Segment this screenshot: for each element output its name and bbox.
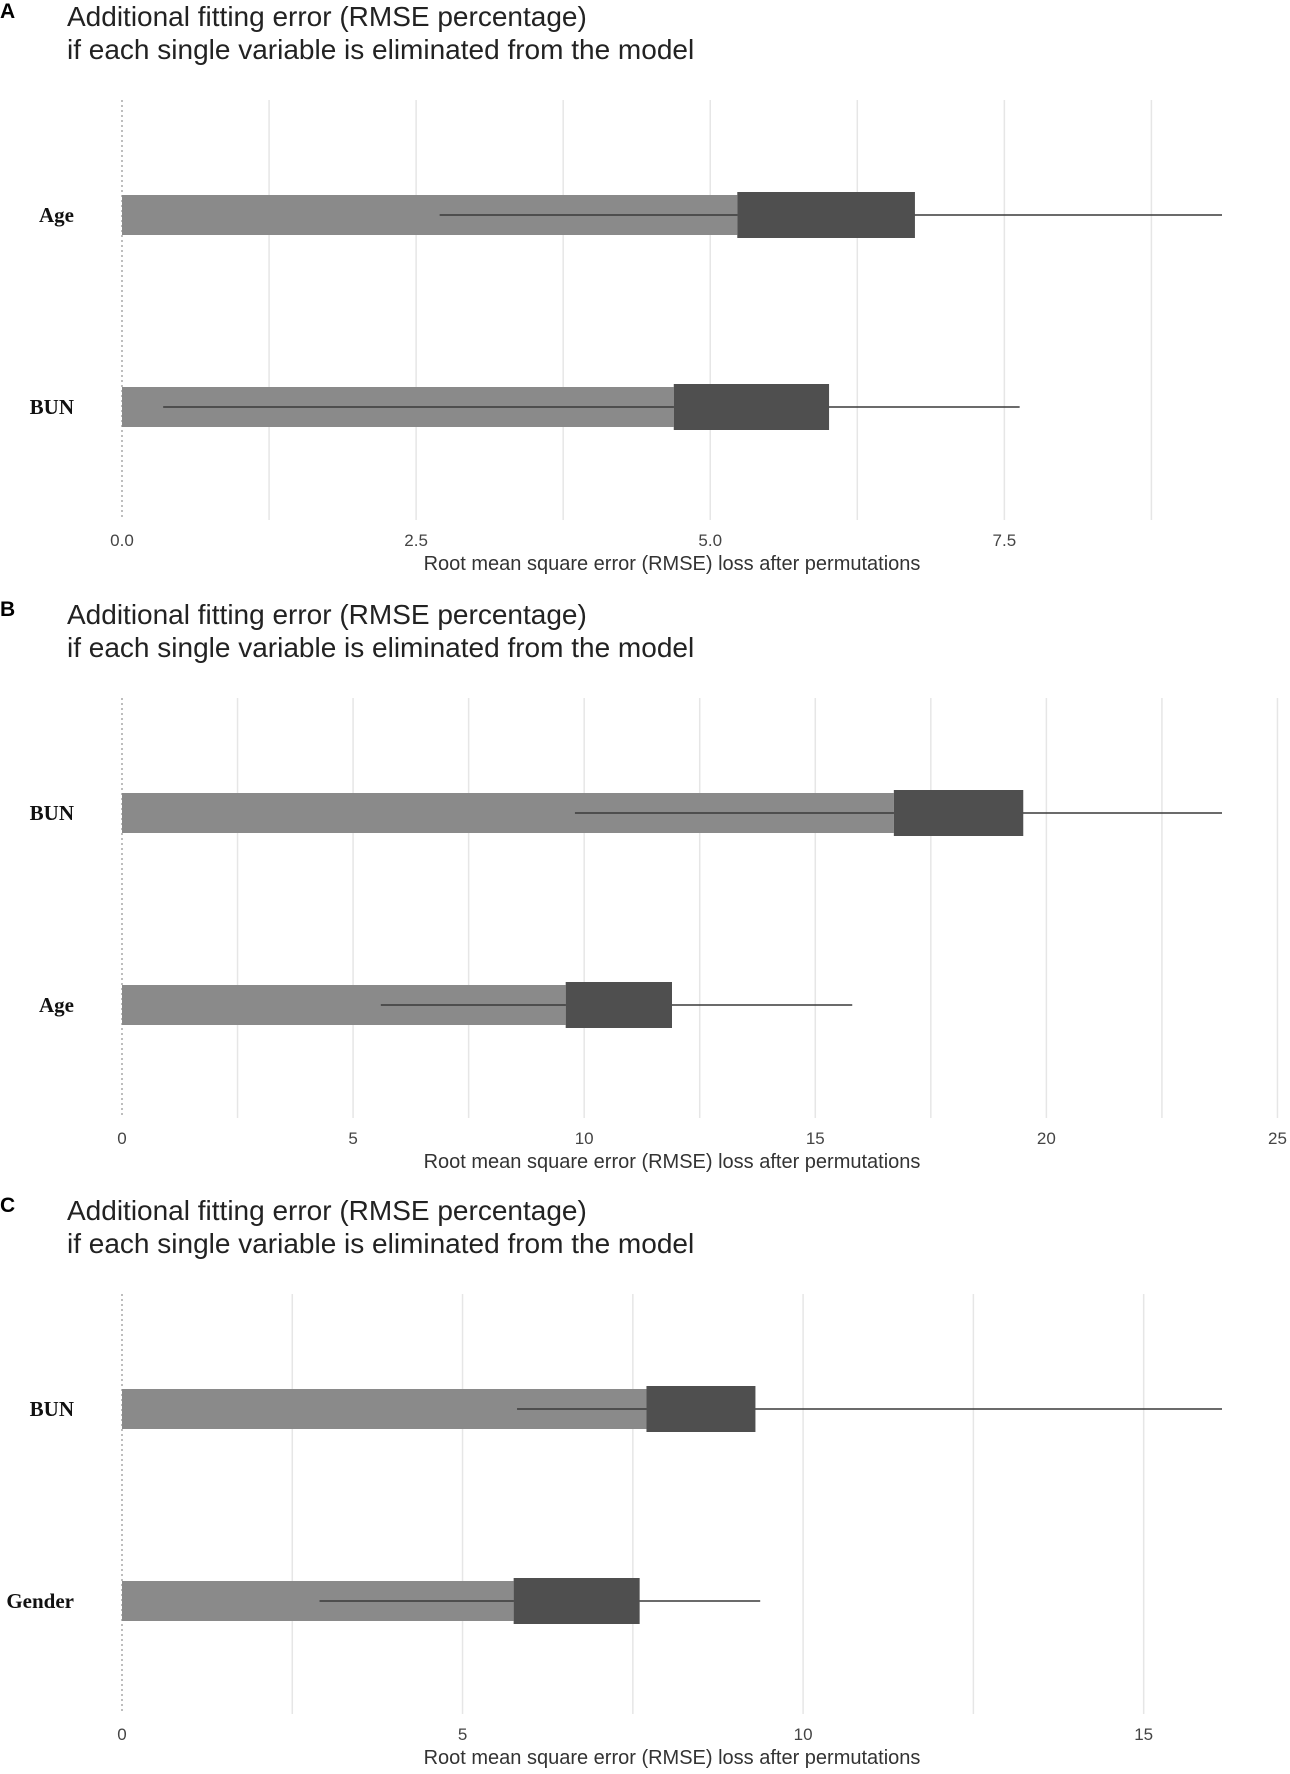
panel-title: Additional fitting error (RMSE percentag…	[67, 598, 694, 664]
box-bun	[673, 384, 830, 430]
x-tick-label: 0.0	[110, 531, 134, 550]
box-age	[565, 982, 672, 1028]
x-tick-label: 10	[575, 1129, 594, 1148]
panel-title-line2: if each single variable is eliminated fr…	[67, 34, 695, 65]
chart-b: BUN Age 0 5 10 15 20 25 Root mean square error (…	[30, 698, 1287, 1173]
x-tick-label: 10	[794, 1725, 813, 1744]
x-tick-label: 0	[117, 1725, 126, 1744]
variable-label: BUN	[30, 395, 74, 419]
box-gender	[513, 1578, 640, 1624]
x-axis-title: Root mean square error (RMSE) loss after…	[424, 553, 921, 575]
box-bun	[893, 790, 1024, 836]
variable-label: BUN	[30, 1397, 74, 1421]
chart-c: BUN Gender 0 5 10 15 Root mean square error (R…	[6, 1294, 1222, 1769]
variable-label: BUN	[30, 801, 74, 825]
x-tick-label: 0	[117, 1129, 126, 1148]
panel-title-line1: Additional fitting error (RMSE percentag…	[67, 599, 587, 630]
x-tick-label: 5	[348, 1129, 357, 1148]
panel-title: Additional fitting error (RMSE percentag…	[67, 1194, 694, 1260]
panel-title-line2: if each single variable is eliminated fr…	[67, 632, 695, 663]
x-tick-label: 15	[1134, 1725, 1153, 1744]
x-tick-label: 15	[806, 1129, 825, 1148]
variable-label: Gender	[6, 1589, 74, 1613]
panel-letter: A	[0, 0, 16, 23]
panel-a: A Additional fitting error (RMSE percent…	[0, 0, 1290, 580]
x-tick-label: 20	[1037, 1129, 1056, 1148]
x-axis-title: Root mean square error (RMSE) loss after…	[424, 1151, 921, 1173]
panel-letter: C	[0, 1194, 16, 1217]
x-tick-label: 25	[1268, 1129, 1287, 1148]
x-tick-label: 2.5	[404, 531, 428, 550]
chart-a: Age BUN 0.0 2.5 5.0 7.5 Root mean square error…	[30, 100, 1222, 575]
box-age	[737, 192, 915, 238]
x-tick-label: 5	[458, 1725, 467, 1744]
panel-c: C Additional fitting error (RMSE percent…	[0, 1194, 1290, 1772]
x-axis-title: Root mean square error (RMSE) loss after…	[424, 1747, 921, 1769]
panel-title: Additional fitting error (RMSE percentag…	[67, 0, 694, 66]
panel-title-line1: Additional fitting error (RMSE percentag…	[67, 1, 587, 32]
panel-title-line1: Additional fitting error (RMSE percentag…	[67, 1195, 587, 1226]
x-tick-label: 7.5	[993, 531, 1017, 550]
panel-title-line2: if each single variable is eliminated fr…	[67, 1228, 695, 1259]
variable-label: Age	[39, 203, 74, 227]
x-tick-label: 5.0	[698, 531, 722, 550]
box-bun	[646, 1386, 756, 1432]
panel-letter: B	[0, 598, 16, 621]
variable-label: Age	[39, 993, 74, 1017]
panel-b: B Additional fitting error (RMSE percent…	[0, 598, 1290, 1178]
